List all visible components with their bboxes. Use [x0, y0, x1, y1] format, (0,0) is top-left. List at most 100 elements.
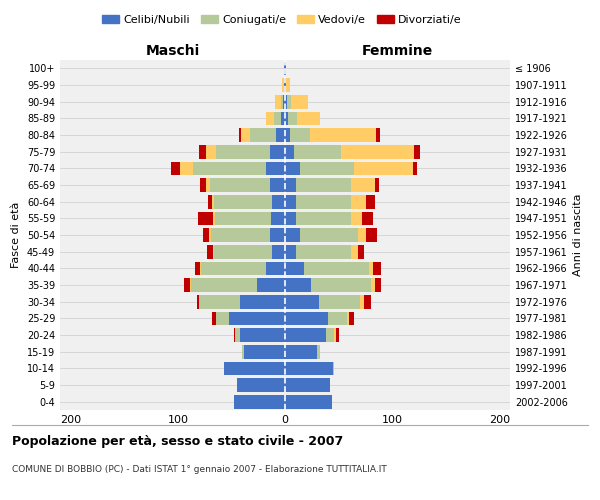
Bar: [300, 228, 358, 242]
Bar: [190, 278, 191, 292]
Bar: [257, 278, 285, 292]
Bar: [285, 212, 296, 225]
Bar: [213, 245, 214, 258]
Bar: [241, 128, 250, 142]
Bar: [286, 78, 290, 92]
Bar: [272, 195, 285, 208]
Bar: [266, 162, 285, 175]
Bar: [200, 178, 206, 192]
Bar: [233, 395, 285, 408]
Bar: [215, 212, 271, 225]
Text: Maschi: Maschi: [145, 44, 200, 58]
Bar: [285, 128, 290, 142]
Bar: [319, 295, 360, 308]
Bar: [317, 345, 320, 358]
Bar: [352, 178, 375, 192]
Bar: [362, 212, 373, 225]
Bar: [282, 78, 284, 92]
Bar: [240, 295, 285, 308]
Bar: [368, 262, 373, 275]
Bar: [217, 145, 270, 158]
Bar: [341, 145, 413, 158]
Bar: [270, 228, 285, 242]
Bar: [352, 245, 358, 258]
Bar: [285, 228, 300, 242]
Bar: [304, 262, 368, 275]
Bar: [296, 212, 352, 225]
Bar: [358, 245, 364, 258]
Bar: [364, 295, 371, 308]
Bar: [240, 328, 285, 342]
Bar: [212, 195, 214, 208]
Bar: [197, 295, 199, 308]
Bar: [213, 212, 215, 225]
Bar: [210, 178, 270, 192]
Bar: [172, 162, 180, 175]
Bar: [275, 95, 281, 108]
Bar: [413, 145, 420, 158]
Bar: [296, 245, 352, 258]
Bar: [285, 312, 328, 325]
Bar: [285, 78, 286, 92]
Bar: [191, 278, 257, 292]
Bar: [239, 128, 241, 142]
Bar: [266, 262, 285, 275]
Bar: [235, 328, 240, 342]
Bar: [285, 162, 300, 175]
Bar: [285, 362, 333, 375]
Bar: [284, 78, 285, 92]
Bar: [285, 178, 296, 192]
Bar: [292, 95, 308, 108]
Bar: [198, 212, 213, 225]
Bar: [203, 228, 209, 242]
Bar: [237, 378, 285, 392]
Bar: [195, 262, 200, 275]
Bar: [200, 262, 202, 275]
Bar: [233, 328, 235, 342]
Bar: [367, 228, 377, 242]
Bar: [212, 312, 217, 325]
Bar: [300, 162, 353, 175]
Bar: [287, 95, 292, 108]
Bar: [274, 112, 281, 125]
Bar: [288, 112, 297, 125]
Bar: [193, 162, 266, 175]
Bar: [375, 178, 379, 192]
Bar: [283, 95, 285, 108]
Bar: [281, 112, 285, 125]
Y-axis label: Fasce di età: Fasce di età: [11, 202, 21, 268]
Bar: [199, 295, 240, 308]
Bar: [375, 278, 382, 292]
Bar: [285, 112, 288, 125]
Bar: [352, 195, 367, 208]
Bar: [376, 128, 380, 142]
Text: Femmine: Femmine: [362, 44, 433, 58]
Bar: [333, 362, 334, 375]
Text: COMUNE DI BOBBIO (PC) - Dati ISTAT 1° gennaio 2007 - Elaborazione TUTTITALIA.IT: COMUNE DI BOBBIO (PC) - Dati ISTAT 1° ge…: [12, 465, 387, 474]
Bar: [285, 195, 296, 208]
Bar: [373, 262, 382, 275]
Bar: [272, 245, 285, 258]
Bar: [184, 278, 190, 292]
Bar: [270, 145, 285, 158]
Bar: [277, 128, 285, 142]
Bar: [214, 195, 272, 208]
Bar: [367, 195, 375, 208]
Bar: [285, 95, 287, 108]
Bar: [310, 128, 376, 142]
Bar: [206, 178, 210, 192]
Bar: [180, 162, 193, 175]
Bar: [285, 378, 330, 392]
Bar: [326, 328, 334, 342]
Bar: [211, 228, 270, 242]
Bar: [290, 128, 310, 142]
Bar: [328, 312, 347, 325]
Bar: [349, 312, 353, 325]
Bar: [296, 178, 352, 192]
Bar: [242, 345, 244, 358]
Bar: [334, 328, 337, 342]
Bar: [266, 112, 274, 125]
Bar: [206, 145, 217, 158]
Bar: [311, 278, 371, 292]
Bar: [281, 95, 283, 108]
